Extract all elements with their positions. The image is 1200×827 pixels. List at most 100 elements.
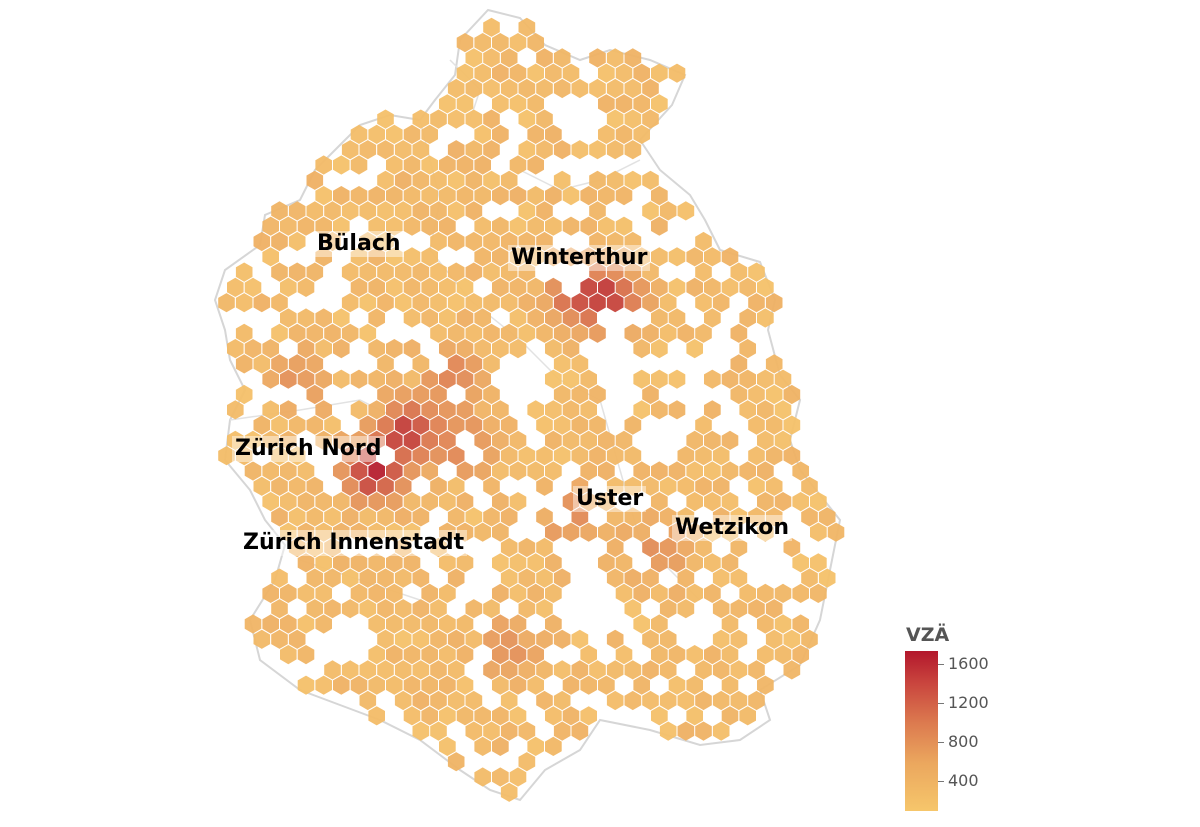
hex-cell — [536, 599, 553, 619]
hex-cell — [748, 262, 765, 282]
hex-cell — [668, 63, 686, 83]
hex-cell — [509, 675, 527, 695]
hex-cell — [509, 461, 527, 481]
hex-cell — [721, 553, 739, 573]
hex-cell — [500, 323, 518, 343]
hex-cell — [553, 568, 571, 588]
hex-cell — [386, 675, 403, 695]
hex-cell — [712, 599, 730, 619]
hex-cell — [430, 415, 447, 435]
hex-cell — [403, 186, 421, 206]
hex-cell — [659, 537, 677, 558]
hex-cell — [439, 155, 456, 175]
hex-cell — [509, 583, 527, 603]
hex-cell — [350, 186, 368, 206]
hex-cell — [315, 155, 332, 175]
hex-cell — [624, 415, 642, 435]
hex-cell — [412, 140, 430, 160]
hex-cell — [386, 492, 403, 512]
hex-cell — [553, 721, 571, 741]
hex-cell — [774, 369, 792, 389]
hex-cell — [651, 461, 668, 481]
hex-cell — [386, 155, 403, 175]
hex-cell — [792, 614, 809, 634]
hex-cell — [412, 690, 430, 711]
hex-cell — [280, 400, 297, 420]
hex-cell — [306, 201, 324, 221]
hex-cell — [386, 124, 403, 144]
hex-cell — [350, 583, 368, 603]
hex-cell — [421, 430, 438, 450]
hex-cell — [527, 308, 544, 328]
hex-cell — [562, 706, 580, 726]
hex-cell — [695, 476, 712, 496]
hex-cell — [324, 231, 341, 252]
hex-cell — [280, 277, 297, 297]
hex-cell — [359, 599, 377, 619]
hex-cell — [606, 446, 624, 466]
hex-cell — [474, 186, 491, 206]
hex-cell — [465, 293, 483, 313]
hex-cell — [394, 537, 412, 558]
hex-cell — [492, 339, 509, 359]
hex-cell — [315, 339, 332, 359]
hex-cell — [659, 599, 677, 619]
label-zurich-innenstadt: Zürich Innenstadt — [240, 530, 468, 556]
legend-title: VZÄ — [906, 624, 950, 646]
color-legend: VZÄ 1600 1200 800 400 — [900, 624, 1010, 819]
hex-cell — [403, 216, 421, 236]
hex-cell — [598, 124, 615, 144]
hex-cell — [810, 553, 827, 573]
hex-cell — [483, 599, 500, 619]
hex-cell — [359, 262, 377, 282]
hex-cell — [598, 461, 615, 481]
hex-cell — [748, 599, 765, 619]
hex-cell — [421, 614, 438, 634]
hex-cell — [765, 629, 783, 649]
hex-cell — [721, 247, 739, 267]
hex-cell — [447, 507, 465, 527]
hex-cell — [315, 186, 332, 206]
hex-cell — [368, 614, 385, 634]
hex-cell — [518, 262, 536, 282]
hex-cell — [686, 461, 703, 481]
hex-cell — [500, 48, 518, 68]
hex-cell — [536, 690, 553, 711]
hex-cell — [474, 430, 491, 450]
hex-cell — [439, 706, 456, 726]
hex-cell — [386, 339, 403, 359]
hex-cell — [695, 231, 712, 252]
hex-cell — [483, 446, 500, 466]
hex-cell — [412, 293, 430, 313]
hex-cell — [350, 247, 368, 267]
hex-cell — [350, 155, 368, 175]
hex-cell — [651, 63, 668, 83]
hex-cell — [527, 277, 544, 297]
hex-cell — [695, 293, 712, 313]
district-border — [519, 159, 641, 191]
hex-cell — [615, 430, 633, 450]
hex-cell — [545, 308, 562, 328]
hex-cell — [527, 186, 544, 206]
legend-label-1600: 1600 — [948, 654, 989, 673]
hex-cell — [456, 706, 474, 726]
hex-cell — [271, 415, 288, 435]
hex-cell — [598, 277, 615, 297]
hex-cell — [571, 721, 589, 741]
hex-cell — [571, 293, 589, 313]
hex-cell — [412, 599, 430, 619]
hex-cell — [633, 614, 650, 634]
hex-cell — [447, 262, 465, 282]
hex-cell — [500, 690, 518, 711]
hex-cell — [739, 339, 756, 359]
hex-cell — [235, 354, 253, 374]
hex-cell — [792, 583, 809, 603]
hex-cell — [739, 461, 756, 481]
hex-cell — [589, 384, 606, 405]
hex-cell — [527, 216, 544, 236]
hex-cell — [810, 492, 827, 512]
hex-cell — [483, 78, 500, 99]
hex-cell — [439, 369, 456, 389]
hex-cell — [615, 94, 633, 114]
hex-cell — [757, 614, 774, 634]
